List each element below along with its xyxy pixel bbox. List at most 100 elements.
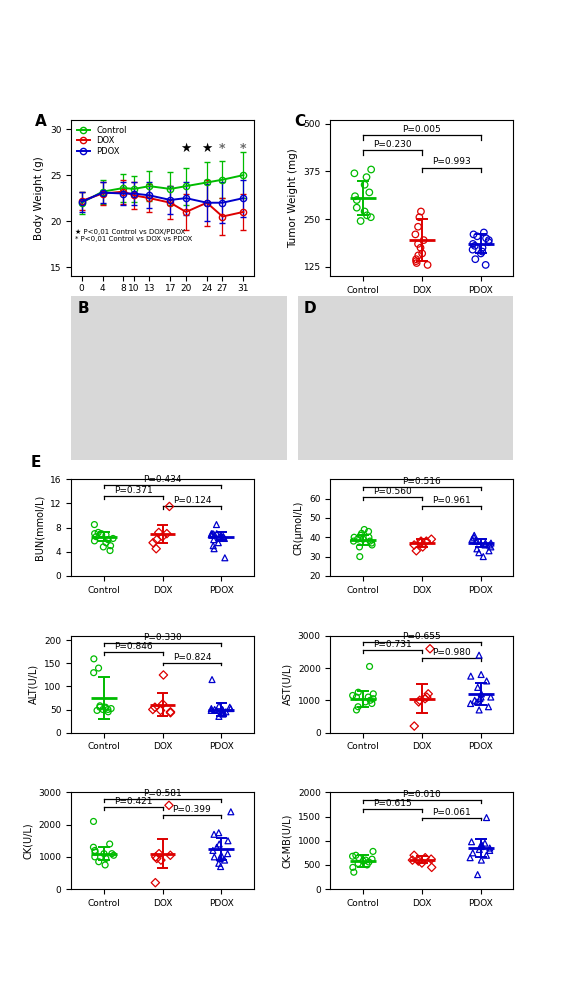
Point: [166, 704, 175, 720]
Point: [414, 248, 423, 264]
Y-axis label: ALT(U/L): ALT(U/L): [28, 664, 39, 704]
Point: [212, 839, 221, 855]
Text: P=0.061: P=0.061: [432, 807, 471, 816]
Point: [151, 875, 160, 891]
Point: [467, 834, 476, 850]
Text: P=0.230: P=0.230: [373, 140, 412, 149]
Point: [217, 847, 226, 863]
Point: [482, 230, 491, 246]
Point: [473, 533, 482, 549]
Point: [410, 847, 419, 863]
Point: [479, 548, 488, 564]
Text: ★: ★: [180, 142, 192, 155]
Point: [368, 690, 377, 706]
Point: [207, 700, 216, 716]
Point: [484, 542, 494, 558]
Text: P=0.581: P=0.581: [143, 789, 182, 798]
Point: [207, 702, 216, 718]
Point: [220, 852, 229, 868]
Text: P=0.824: P=0.824: [173, 652, 211, 661]
Point: [220, 549, 229, 565]
Text: P=0.655: P=0.655: [402, 632, 441, 641]
Point: [479, 225, 488, 241]
Point: [468, 845, 477, 861]
Point: [362, 169, 371, 185]
Point: [349, 529, 359, 545]
Point: [473, 679, 482, 695]
Point: [348, 687, 357, 703]
Point: [466, 668, 475, 684]
Point: [482, 809, 491, 825]
Point: [353, 855, 363, 871]
Point: [209, 531, 218, 547]
Text: P=0.961: P=0.961: [432, 497, 471, 505]
Point: [92, 528, 101, 544]
Point: [474, 647, 483, 663]
Point: [471, 533, 481, 549]
Point: [354, 850, 363, 866]
Text: P=0.421: P=0.421: [114, 797, 152, 806]
Point: [158, 528, 167, 544]
Point: [355, 548, 364, 564]
Point: [165, 499, 174, 514]
Point: [485, 840, 494, 856]
Y-axis label: AST(U/L): AST(U/L): [282, 663, 292, 705]
Point: [408, 852, 417, 868]
Point: [477, 836, 486, 852]
Point: [149, 534, 158, 550]
Point: [218, 703, 227, 719]
Point: [207, 525, 216, 541]
Point: [368, 537, 377, 553]
Point: [473, 540, 482, 556]
Point: [159, 667, 168, 683]
Point: [360, 521, 369, 537]
Point: [164, 797, 173, 813]
Point: [106, 537, 115, 553]
Point: [226, 804, 235, 820]
Text: P=0.980: P=0.980: [432, 648, 471, 657]
Point: [413, 219, 422, 235]
Point: [152, 531, 161, 547]
Point: [219, 528, 228, 544]
Text: P=0.993: P=0.993: [432, 157, 471, 167]
Text: P=0.330: P=0.330: [143, 632, 182, 641]
Point: [166, 847, 175, 863]
Point: [412, 251, 421, 267]
Point: [473, 866, 482, 882]
Point: [209, 537, 218, 553]
Point: [150, 699, 160, 715]
Point: [220, 530, 229, 546]
Point: [210, 701, 219, 717]
Point: [482, 673, 491, 689]
Point: [411, 227, 420, 243]
Point: [424, 686, 433, 702]
Point: [107, 700, 116, 716]
Point: [93, 524, 103, 540]
Point: [214, 698, 223, 714]
Point: [359, 531, 368, 547]
Legend: Control, DOX, PDOX: Control, DOX, PDOX: [75, 124, 128, 158]
Point: [107, 846, 116, 862]
Point: [209, 525, 218, 541]
Point: [109, 847, 118, 863]
Point: [365, 185, 374, 201]
Point: [212, 516, 221, 532]
Point: [218, 704, 227, 720]
Text: P=0.124: P=0.124: [173, 497, 211, 505]
Point: [214, 855, 223, 871]
Point: [95, 698, 104, 714]
Point: [212, 525, 221, 541]
Point: [365, 533, 374, 549]
Point: [364, 529, 373, 545]
Point: [209, 842, 218, 858]
Point: [90, 525, 99, 541]
Text: *: *: [219, 142, 226, 155]
Point: [364, 523, 373, 539]
Point: [484, 232, 494, 248]
Point: [365, 658, 374, 674]
Point: [422, 533, 431, 549]
Point: [90, 516, 99, 532]
Point: [485, 537, 494, 553]
Point: [152, 540, 161, 556]
Point: [419, 232, 428, 248]
